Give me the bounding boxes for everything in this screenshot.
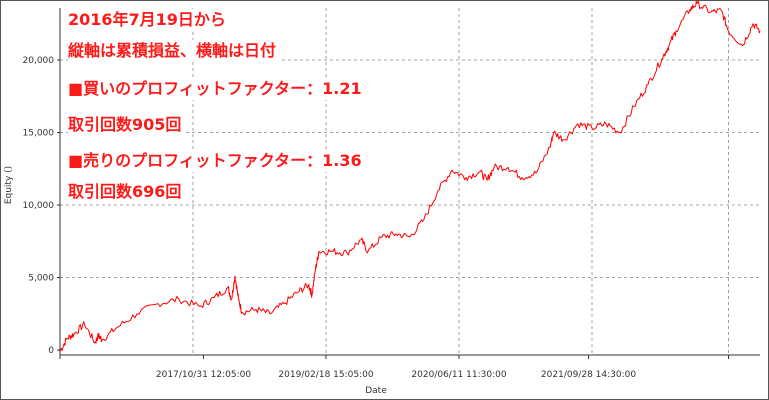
x-axis-ticks: 2017/10/31 12:05:00 2019/02/18 15:05:00 20… (59, 355, 729, 380)
y-tick-label: 15,000 (23, 129, 55, 139)
y-tick-label: 5,000 (28, 274, 54, 284)
annotation-sell-profit-factor: ■売りのプロフィットファクター：1.36 (68, 150, 366, 172)
y-tick-label: 20,000 (23, 56, 55, 66)
annotation-buy-profit-factor: ■買いのプロフィットファクター：1.21 (68, 78, 366, 100)
annotation-axis-note: 縦軸は累積損益、横軸は日付 (68, 40, 281, 62)
y-tick-label: 10,000 (23, 201, 55, 211)
x-tick-label: 2017/10/31 12:05:00 (156, 370, 251, 380)
y-tick-label: 0 (48, 346, 54, 356)
x-tick-label: 2020/06/11 11:30:00 (411, 370, 506, 380)
y-axis-title: Equity () (4, 166, 14, 204)
x-tick-label: 2019/02/18 15:05:00 (278, 370, 373, 380)
annotation-buy-trade-count: 取引回数905回 (68, 114, 186, 136)
equity-series-line (59, 0, 761, 352)
y-axis-ticks: 0 5,000 10,000 15,000 20,000 (23, 56, 60, 356)
annotation-sell-trade-count: 取引回数696回 (68, 181, 186, 203)
x-tick-label: 2021/09/28 14:30:00 (541, 370, 636, 380)
series-layer (59, 0, 761, 352)
annotation-start-date: 2016年7月19日から (68, 9, 230, 31)
x-axis-title: Date (365, 386, 387, 396)
